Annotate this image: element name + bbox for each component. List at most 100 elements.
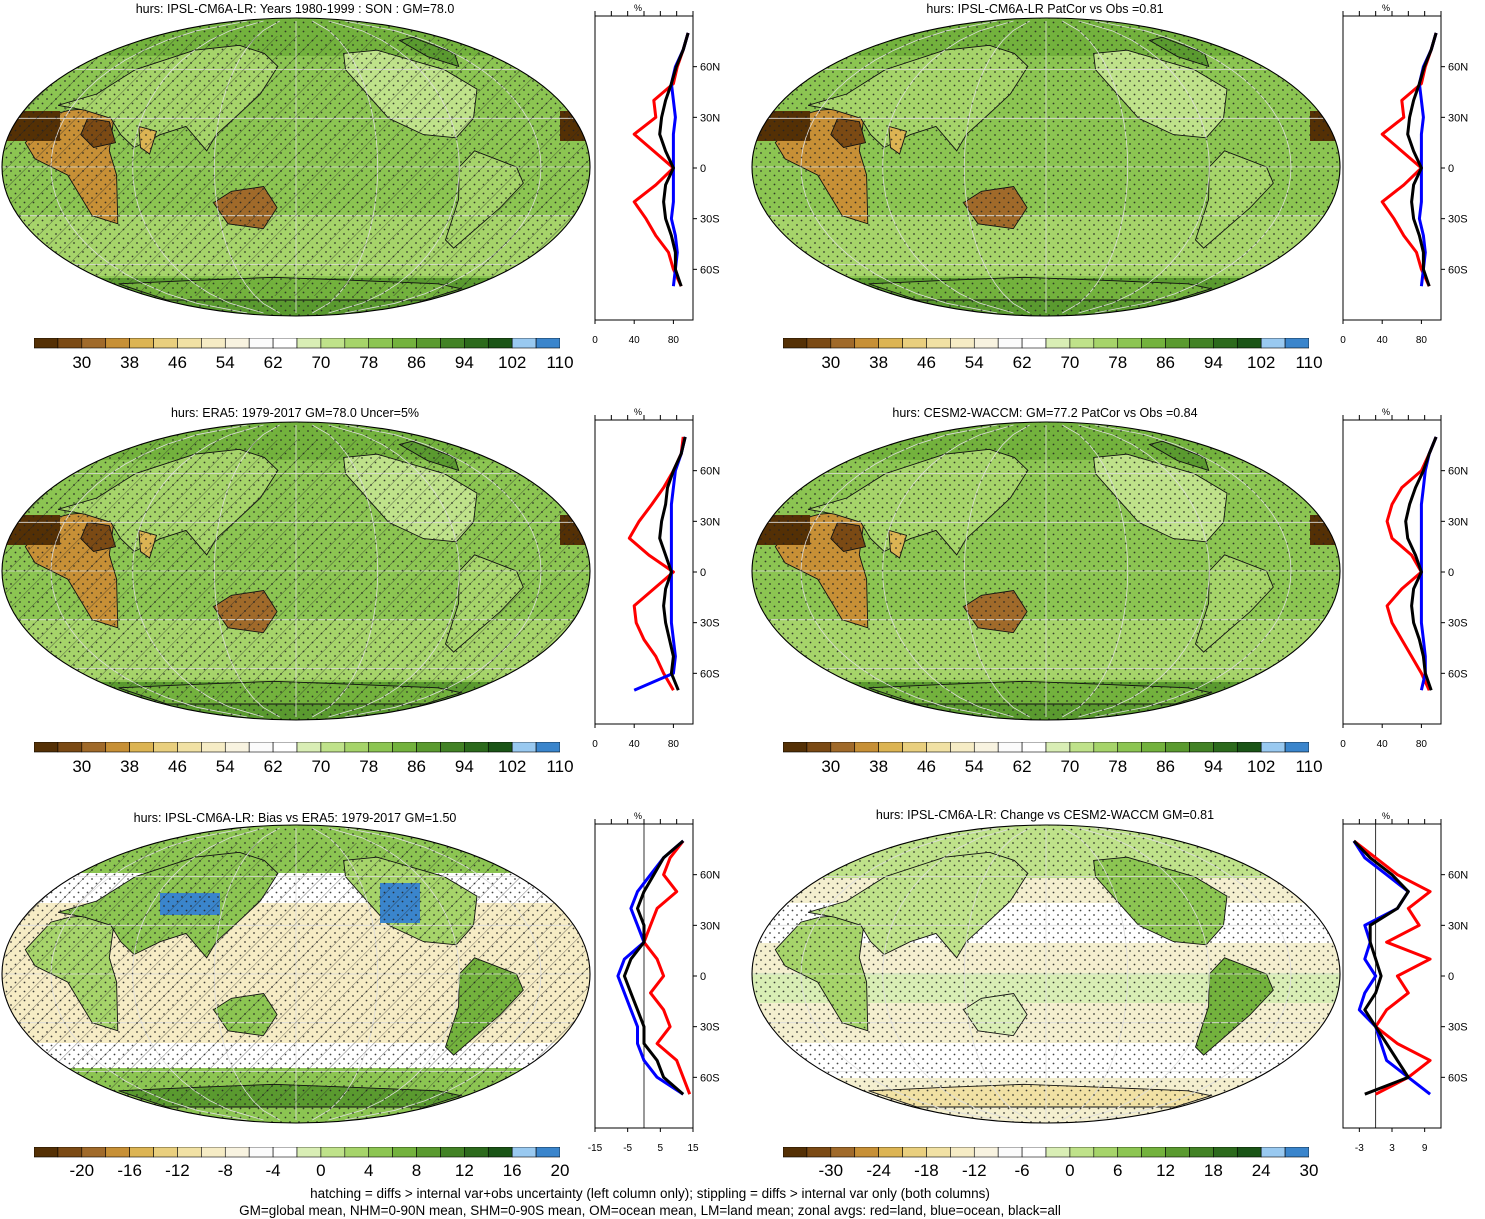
profile-x-tick-label: 9	[1422, 1143, 1428, 1154]
zonal-line-land	[627, 436, 685, 691]
profile-unit: %	[634, 3, 642, 13]
colorbar-swatch	[950, 742, 975, 753]
colorbar-swatch	[806, 1147, 832, 1158]
colorbar-swatch	[1284, 1147, 1309, 1158]
colorbar-swatch	[878, 742, 903, 753]
colorbar-tick-label: -4	[265, 1161, 281, 1180]
colorbar-swatch	[129, 338, 154, 349]
colorbar-tick-label: 12	[1156, 1161, 1175, 1180]
colorbar-swatch	[1141, 338, 1166, 349]
hatching-overlay	[2, 440, 590, 700]
colorbar-swatch	[272, 742, 298, 753]
colorbar-tick-label: 102	[1246, 757, 1276, 776]
profile-x-tick-label: 80	[668, 739, 680, 750]
colorbar-tick-label: 94	[1203, 353, 1223, 372]
profile-unit: %	[1382, 407, 1390, 417]
colorbar-tick-label: -20	[69, 1161, 95, 1180]
map-border	[1, 824, 591, 1124]
profile-lat-label: 0	[1448, 567, 1454, 579]
colorbar-swatch	[1045, 742, 1071, 753]
colorbar-tick-label: 78	[359, 757, 379, 776]
colorbar-swatch	[997, 338, 1023, 349]
footer-note-legend: GM=global mean, NHM=0-90N mean, SHM=0-90…	[239, 1203, 1061, 1218]
colorbar-tick-label: 94	[1203, 757, 1223, 776]
colorbar-tick-label: 94	[454, 757, 474, 776]
zonal-line-land	[642, 839, 692, 1095]
colorbar-tick-label: 78	[359, 353, 379, 372]
colorbar-swatch	[153, 1147, 178, 1158]
zonal-profile-p1: % 0 40 80 60N 30N 0 30S 60S	[592, 3, 720, 346]
colorbar-swatch	[201, 1147, 226, 1158]
colorbar-swatch	[34, 1147, 59, 1158]
profile-lat-label: 60N	[700, 466, 720, 478]
colorbar-swatch	[487, 742, 513, 753]
colorbar-p6	[783, 1147, 1309, 1158]
colorbar-tick-label: 46	[167, 757, 187, 776]
colorbar-swatch	[973, 338, 999, 349]
map-p1	[1, 17, 591, 317]
colorbar-swatch	[1284, 338, 1309, 349]
colorbar-tick-label: 86	[407, 757, 426, 776]
zonal-line-ocean	[1352, 840, 1432, 1096]
colorbar-swatch	[1021, 1147, 1047, 1158]
colorbar-swatch	[1117, 338, 1142, 349]
colorbar-tick-label: -30	[818, 1161, 844, 1180]
colorbar-swatch	[201, 338, 226, 349]
colorbar-swatch	[1117, 742, 1142, 753]
colorbar-swatch	[902, 338, 927, 349]
profile-lat-label: 30N	[700, 112, 720, 124]
colorbar-swatch	[416, 338, 441, 349]
colorbar-swatch	[224, 742, 250, 753]
colorbar-swatch	[1165, 742, 1190, 753]
colorbar-swatch	[296, 338, 322, 349]
colorbar-tick-label: -24	[866, 1161, 891, 1180]
colorbar-swatch	[464, 1147, 489, 1158]
zonal-line-all	[1404, 436, 1438, 691]
colorbar-swatch	[248, 338, 274, 349]
colorbar-swatch	[1213, 1147, 1238, 1158]
colorbar-swatch	[177, 338, 202, 349]
colorbar-tick-label: 38	[120, 353, 140, 372]
colorbar-swatch	[57, 742, 83, 753]
map-p2	[751, 17, 1341, 317]
title-p2: hurs: IPSL-CM6A-LR PatCor vs Obs =0.81	[926, 2, 1164, 16]
profile-x-tick-label: 0	[592, 335, 598, 346]
colorbar-tick-label: -8	[217, 1161, 233, 1180]
colorbar-p1	[34, 338, 560, 349]
colorbar-swatch	[806, 338, 832, 349]
colorbar-swatch	[1165, 338, 1190, 349]
profile-x-tick-label: -5	[623, 1143, 632, 1154]
profile-lat-label: 60S	[700, 264, 720, 276]
colorbar-swatch	[153, 742, 178, 753]
profile-x-tick-label: 80	[1416, 739, 1428, 750]
colorbar-swatch	[1021, 338, 1047, 349]
colorbar-swatch	[1165, 1147, 1190, 1158]
colorbar-swatch	[248, 1147, 274, 1158]
colorbar-swatch	[1093, 338, 1119, 349]
colorbar-tick-label: 102	[497, 757, 527, 776]
zonal-line-land	[632, 32, 690, 287]
colorbar-tick-label: 8	[411, 1161, 422, 1180]
colorbar-swatch	[1045, 338, 1071, 349]
colorbar-swatch	[248, 742, 274, 753]
title-p6: hurs: IPSL-CM6A-LR: Change vs CESM2-WACC…	[875, 808, 1215, 822]
profile-lat-label: 30S	[1448, 214, 1468, 226]
colorbar-tick-label: 54	[964, 353, 984, 372]
profile-lat-label: 60S	[1448, 264, 1468, 276]
hatching-overlay	[2, 36, 590, 296]
colorbar-swatch	[296, 1147, 322, 1158]
colorbar-swatch	[1021, 742, 1047, 753]
profile-x-tick-label: 40	[629, 739, 641, 750]
profile-lat-label: 30S	[1448, 1022, 1468, 1034]
profile-x-tick-label: 40	[1377, 335, 1389, 346]
map-border	[751, 421, 1341, 721]
colorbar-swatch	[997, 1147, 1023, 1158]
colorbar-swatch	[344, 338, 370, 349]
colorbar-swatch	[854, 742, 879, 753]
colorbar-swatch	[783, 1147, 808, 1158]
zonal-profile-p5: % -15 -5 5 15 60N 30N 0 30S 60S	[588, 811, 720, 1154]
colorbar-tick-label: 46	[916, 353, 936, 372]
profile-x-tick-label: 0	[592, 739, 598, 750]
colorbar-tick-label: -12	[165, 1161, 190, 1180]
title-p5: hurs: IPSL-CM6A-LR: Bias vs ERA5: 1979-2…	[133, 811, 457, 825]
